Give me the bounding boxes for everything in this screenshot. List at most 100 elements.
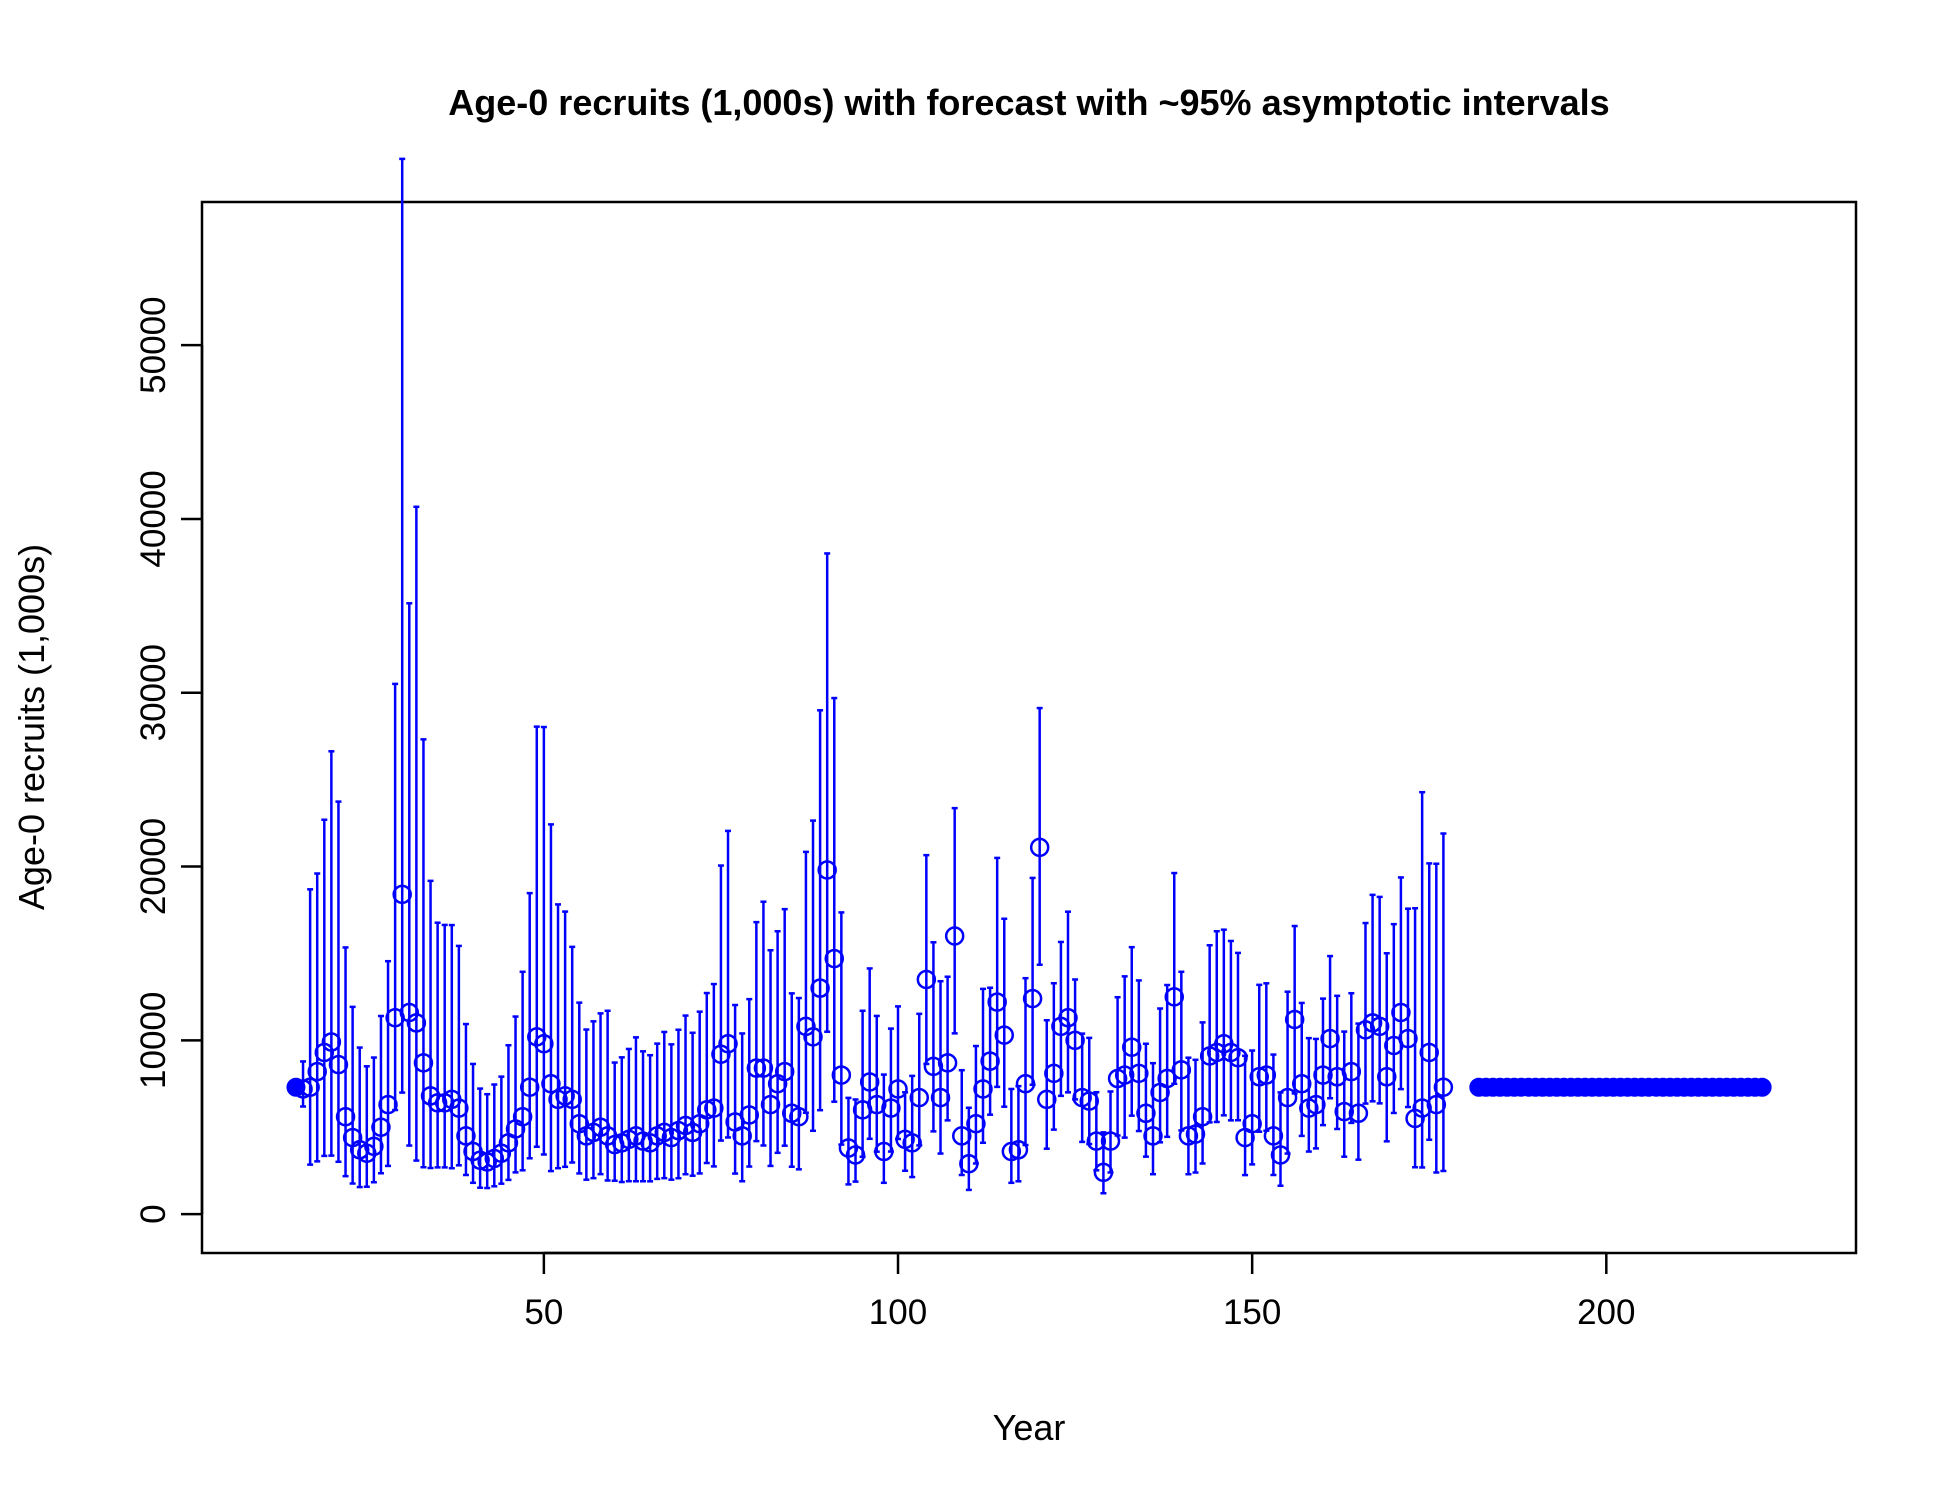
estimate-point (1306, 1094, 1326, 1115)
error-bars (300, 157, 1447, 1195)
y-tick-label: 10000 (134, 992, 173, 1089)
estimate-point (1256, 1065, 1277, 1085)
estimate-point (789, 1107, 809, 1127)
estimate-point (1277, 1087, 1298, 1108)
estimate-point (959, 1153, 979, 1174)
estimate-point (1079, 1091, 1100, 1111)
estimate-point (378, 1094, 398, 1115)
estimate-point (1419, 1042, 1439, 1063)
estimate-point (824, 948, 845, 969)
estimate-point (952, 1126, 972, 1146)
y-tick-label: 40000 (134, 470, 173, 567)
x-tick-label: 100 (869, 1293, 927, 1332)
estimate-point (1228, 1047, 1248, 1068)
estimate-point (1185, 1124, 1206, 1144)
estimate-point (739, 1105, 760, 1125)
estimate-point (293, 1079, 313, 1099)
estimate-point (640, 1133, 660, 1153)
estimate-point (1001, 1141, 1022, 1162)
estimate-point (1192, 1107, 1213, 1127)
estimate-point (987, 992, 1007, 1012)
estimate-point (1348, 1103, 1369, 1124)
estimate-point (364, 1136, 384, 1157)
estimate-point (909, 1087, 930, 1108)
estimate-point (923, 1056, 944, 1077)
estimate-point (1029, 837, 1050, 858)
estimate-point (944, 926, 965, 946)
estimate-point (760, 1094, 781, 1115)
estimate-point (1022, 988, 1043, 1009)
data-points (286, 837, 1772, 1183)
estimate-point (732, 1126, 752, 1146)
estimate-point (1313, 1065, 1333, 1085)
estimate-point (1037, 1089, 1057, 1110)
estimate-point (357, 1143, 377, 1164)
estimate-point (1086, 1131, 1107, 1151)
estimate-point (980, 1051, 1000, 1071)
estimate-point (534, 1034, 554, 1054)
estimate-point (1143, 1126, 1163, 1146)
estimate-point (406, 1013, 427, 1033)
estimate-point (427, 1093, 448, 1113)
estimate-point (1263, 1126, 1284, 1146)
estimate-point (831, 1065, 852, 1085)
estimate-point (859, 1072, 880, 1092)
estimate-point (562, 1089, 582, 1110)
estimate-point (1433, 1077, 1454, 1097)
estimate-point (541, 1074, 561, 1094)
estimate-point (1100, 1131, 1121, 1151)
estimate-point (817, 860, 837, 880)
x-axis-label: Year (993, 1407, 1066, 1448)
estimate-point (753, 1058, 774, 1078)
estimate-point (1065, 1030, 1085, 1051)
estimate-point (1157, 1068, 1177, 1089)
estimate-point (937, 1053, 958, 1073)
estimate-point (845, 1145, 866, 1165)
estimate-point (661, 1127, 682, 1148)
estimate-point (1129, 1063, 1149, 1084)
estimate-point (449, 1098, 469, 1118)
estimate-point (973, 1079, 993, 1099)
estimate-point (888, 1079, 908, 1099)
x-tick-label: 150 (1223, 1293, 1281, 1332)
estimate-point (746, 1058, 767, 1078)
estimate-point (1369, 1016, 1390, 1037)
estimate-point (704, 1098, 724, 1118)
estimate-point (1341, 1061, 1362, 1082)
estimate-point (1412, 1098, 1432, 1118)
estimate-point (675, 1115, 696, 1136)
estimate-point (881, 1098, 901, 1118)
estimate-point (810, 978, 830, 998)
estimate-point (1320, 1028, 1340, 1049)
estimate-point (300, 1077, 320, 1097)
estimate-point (1242, 1113, 1262, 1134)
estimate-point (335, 1107, 356, 1127)
estimate-point (307, 1061, 327, 1082)
estimate-point (512, 1107, 533, 1127)
chart-title: Age-0 recruits (1,000s) with forecast wi… (448, 82, 1609, 123)
estimate-point (413, 1053, 434, 1073)
y-axis: 0 10000 20000 30000 40000 50000 (134, 297, 204, 1224)
estimate-point (1249, 1067, 1269, 1087)
y-tick-label: 30000 (134, 644, 173, 741)
estimate-point (1391, 1002, 1411, 1023)
estimate-point (1015, 1074, 1036, 1094)
estimate-point (838, 1138, 859, 1158)
estimate-point (1058, 1007, 1078, 1028)
estimate-point (1044, 1063, 1064, 1084)
estimate-point (1284, 1009, 1305, 1030)
estimate-point (1291, 1074, 1312, 1094)
x-tick-label: 200 (1577, 1293, 1635, 1332)
estimate-point (1122, 1037, 1142, 1058)
y-tick-label: 50000 (134, 297, 173, 394)
estimate-point (718, 1034, 738, 1054)
estimate-point (930, 1087, 951, 1108)
estimate-point (1376, 1067, 1397, 1087)
estimate-point (1426, 1094, 1447, 1115)
estimate-point (1008, 1140, 1029, 1160)
estimate-point (328, 1054, 349, 1075)
estimate-point (527, 1027, 547, 1047)
estimate-point (1114, 1065, 1135, 1085)
estimate-point (1355, 1020, 1376, 1040)
x-axis: 50 100 150 200 (524, 1251, 1636, 1332)
